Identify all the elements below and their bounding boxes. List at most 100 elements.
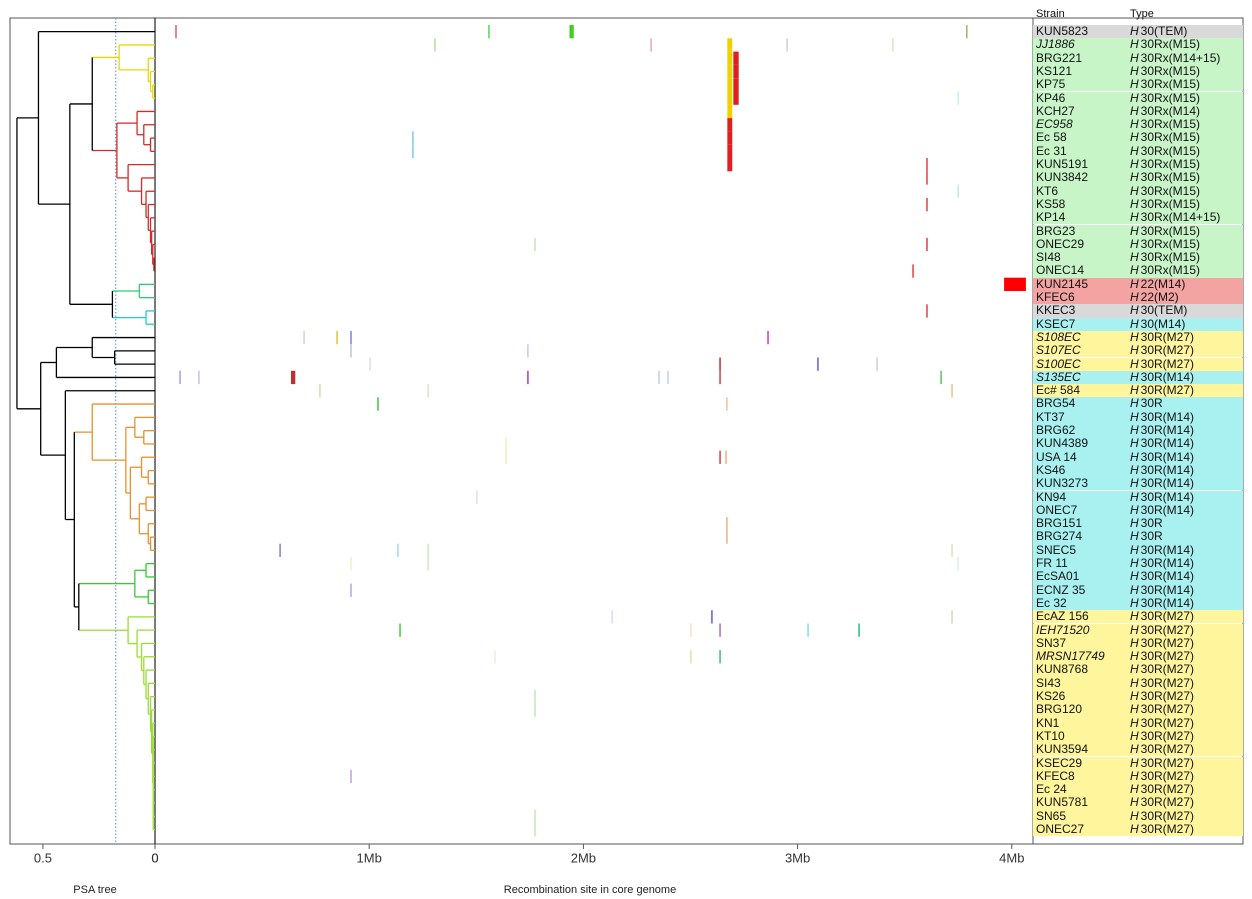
strain-type: H30(M14) bbox=[1130, 316, 1186, 331]
x-tick-label: 3Mb bbox=[785, 850, 810, 865]
strain-name: BRG23 bbox=[1036, 223, 1076, 238]
recombination-site bbox=[727, 118, 733, 132]
strain-row: EC958 H30Rx(M15) bbox=[1033, 117, 1243, 132]
x-tick-label: 1Mb bbox=[357, 850, 382, 865]
recombination-site bbox=[175, 25, 177, 39]
recombination-site bbox=[397, 543, 399, 557]
strain-type: H30R(M14) bbox=[1130, 569, 1195, 584]
recombination-site bbox=[427, 557, 429, 571]
strain-row: BRG151 H30R bbox=[1033, 516, 1243, 531]
recombination-site bbox=[303, 330, 305, 345]
recombination-site bbox=[719, 650, 721, 664]
strain-name: EcAZ 156 bbox=[1036, 609, 1089, 624]
strain-name: FR 11 bbox=[1036, 556, 1068, 570]
strain-type: H30R(M27) bbox=[1130, 662, 1195, 677]
recombination-site bbox=[399, 623, 401, 637]
strain-name: Ec# 584 bbox=[1036, 383, 1081, 398]
strain-type: H30(TEM) bbox=[1130, 24, 1188, 38]
recombination-site bbox=[727, 131, 733, 145]
strain-name: KUN3842 bbox=[1036, 170, 1089, 185]
strain-type: H30Rx(M15) bbox=[1130, 157, 1201, 171]
strain-name: KT10 bbox=[1036, 728, 1065, 743]
strain-row: KP46 H30Rx(M15) bbox=[1033, 91, 1243, 105]
x-tick-label: 2Mb bbox=[571, 850, 596, 865]
table-header: Strain bbox=[1036, 8, 1065, 20]
strain-row: SI48 H30Rx(M15) bbox=[1033, 250, 1243, 265]
recombination-site bbox=[733, 64, 739, 79]
strain-row: KT37 H30R(M14) bbox=[1033, 409, 1243, 424]
strain-row: SN37 H30R(M27) bbox=[1033, 636, 1243, 651]
recombination-site bbox=[926, 197, 928, 212]
strain-type: H30R(M14) bbox=[1130, 489, 1195, 504]
recombination-site bbox=[817, 357, 819, 371]
strain-name: Ec 58 bbox=[1036, 130, 1067, 145]
strain-type: H30Rx(M15) bbox=[1130, 63, 1201, 78]
strain-name: ECNZ 35 bbox=[1036, 582, 1086, 597]
strain-row: BRG62 H30R(M14) bbox=[1033, 423, 1243, 438]
strain-name: EC958 bbox=[1036, 117, 1073, 132]
strain-name: KUN2145 bbox=[1036, 276, 1089, 291]
recombination-site bbox=[650, 38, 652, 52]
strain-type: H30R(M27) bbox=[1130, 356, 1195, 371]
recombination-site bbox=[427, 384, 429, 398]
recombination-site bbox=[291, 370, 296, 385]
strain-name: KUN5191 bbox=[1036, 157, 1089, 171]
recombination-site bbox=[957, 184, 959, 198]
strain-type: H30R(M14) bbox=[1130, 409, 1195, 424]
recombination-site bbox=[726, 517, 728, 531]
strain-row: KUN3594 H30R(M27) bbox=[1033, 742, 1243, 757]
strain-type: H30R(M27) bbox=[1130, 755, 1195, 770]
recombination-site bbox=[494, 650, 496, 664]
frame bbox=[9, 17, 1244, 845]
recombination-site bbox=[957, 91, 959, 105]
strain-row: S107EC H30R(M27) bbox=[1033, 343, 1243, 358]
recombination-site bbox=[527, 370, 529, 385]
strain-row: BRG54 H30R bbox=[1033, 397, 1243, 411]
recombination-site bbox=[336, 330, 338, 345]
strain-name: ONEC14 bbox=[1036, 263, 1085, 278]
strain-type: H30Rx(M15) bbox=[1130, 37, 1201, 52]
recombination-site bbox=[427, 543, 429, 557]
recombination-site bbox=[786, 38, 788, 52]
recombination-site bbox=[858, 623, 860, 637]
strain-row: Ec 32 H30R(M14) bbox=[1033, 596, 1243, 611]
strain-row: ONEC29 H30Rx(M15) bbox=[1033, 237, 1243, 252]
strain-row: KSEC29 H30R(M27) bbox=[1033, 755, 1243, 770]
strain-row: KS58 H30Rx(M15) bbox=[1033, 197, 1243, 212]
recombination-site bbox=[534, 703, 536, 717]
strain-row: SNEC5 H30R(M14) bbox=[1033, 543, 1243, 557]
strain-type: H30R(M27) bbox=[1130, 329, 1195, 344]
strain-type: H30Rx(M15) bbox=[1130, 143, 1201, 158]
strain-type: H30R(M27) bbox=[1130, 675, 1195, 690]
recombination-site bbox=[727, 64, 733, 79]
recombination-site bbox=[767, 330, 769, 345]
strain-name: EcSA01 bbox=[1036, 569, 1080, 584]
strain-type: H30R bbox=[1130, 529, 1163, 544]
strain-name: BRG120 bbox=[1036, 702, 1083, 717]
strain-name: KFEC8 bbox=[1036, 768, 1075, 783]
strain-name: KT6 bbox=[1036, 183, 1059, 198]
recombination-site bbox=[350, 330, 352, 345]
recombination-site bbox=[534, 690, 536, 704]
strain-type: H30Rx(M15) bbox=[1130, 77, 1201, 92]
strain-row: KP75 H30Rx(M15) bbox=[1033, 77, 1243, 92]
strain-row: KN94 H30R(M14) bbox=[1033, 489, 1243, 504]
recombination-site bbox=[505, 437, 507, 451]
recombination-site bbox=[727, 91, 733, 105]
strain-type: H30R(M27) bbox=[1130, 782, 1195, 797]
recombination-site bbox=[534, 823, 536, 837]
strain-row: KUN8768 H30R(M27) bbox=[1033, 662, 1243, 677]
strain-type: H30R(M27) bbox=[1130, 689, 1195, 703]
recombination-site bbox=[926, 171, 928, 185]
strain-row: EcSA01 H30R(M14) bbox=[1033, 569, 1243, 584]
strain-name: BRG151 bbox=[1036, 516, 1083, 531]
recombination-site bbox=[733, 51, 739, 65]
strain-row: ONEC7 H30R(M14) bbox=[1033, 503, 1243, 518]
strain-name: BRG221 bbox=[1036, 50, 1083, 65]
strain-name: SI48 bbox=[1036, 250, 1061, 265]
recombination-site bbox=[377, 397, 379, 411]
strain-row: Ec 31 H30Rx(M15) bbox=[1033, 143, 1243, 158]
strain-name: Ec 24 bbox=[1036, 782, 1067, 797]
recombination-site bbox=[926, 304, 928, 318]
